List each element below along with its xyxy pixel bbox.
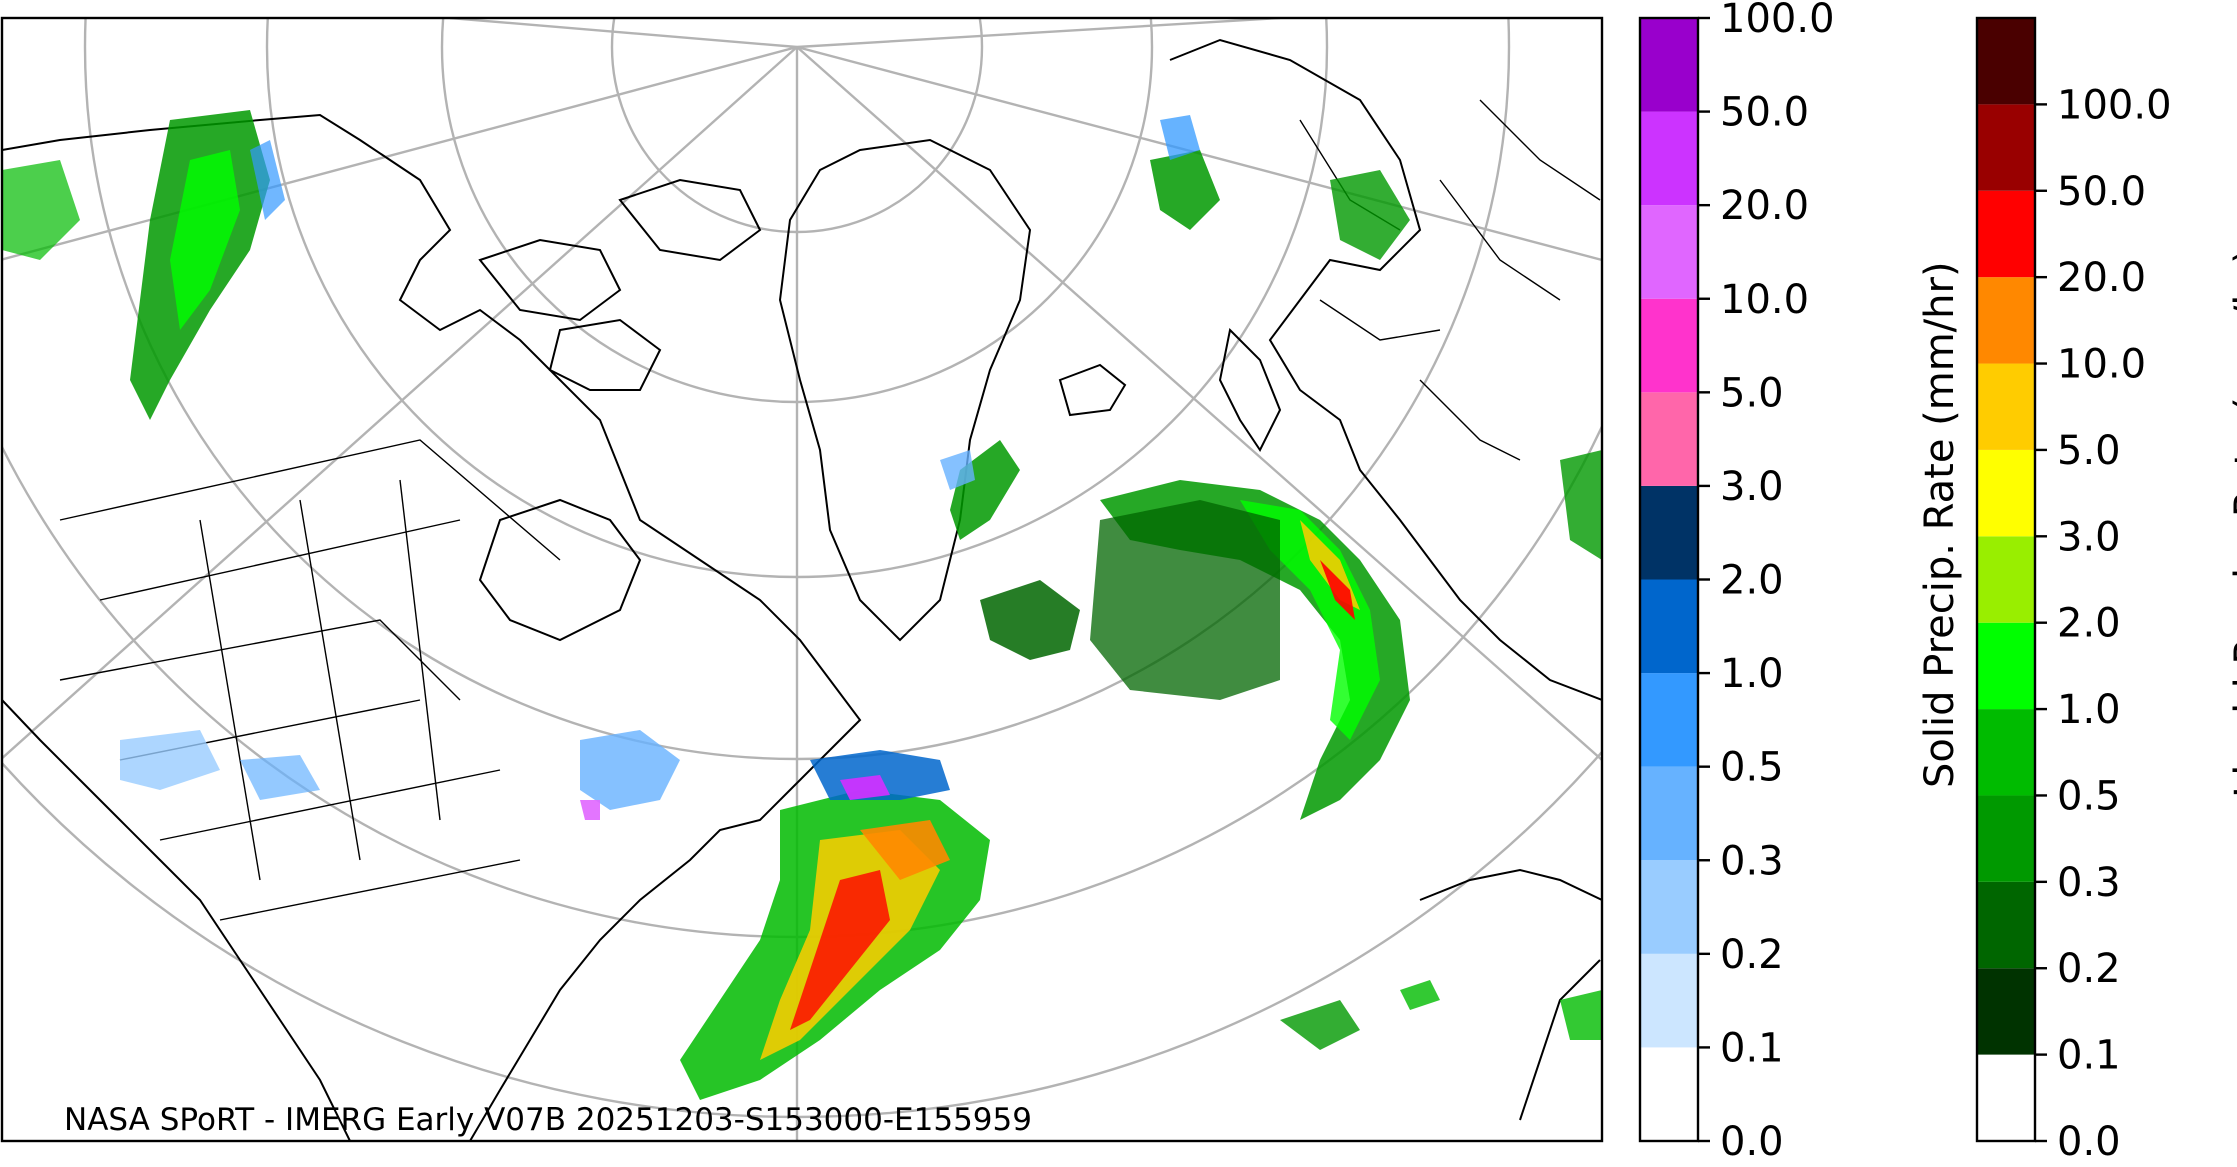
solid-colorbar-swatch-2: [1640, 860, 1698, 954]
solid-colorbar-tick-label-2: 0.2: [1720, 932, 1784, 978]
liquid-colorbar-tick-label-0: 0.0: [2057, 1119, 2121, 1165]
liquid-colorbar-swatch-3: [1977, 795, 2035, 882]
solid-colorbar-swatch-8: [1640, 298, 1698, 393]
solid-colorbar-swatch-1: [1640, 953, 1698, 1048]
liquid-colorbar-tick-label-6: 2.0: [2057, 601, 2121, 647]
liquid-colorbar-swatch-0: [1977, 1054, 2035, 1141]
solid-colorbar-tick-label-7: 3.0: [1720, 464, 1784, 510]
liquid-precip-colorbar: 0.0 0.1 0.2 0.3 0.5 1.0 2.0 3.0 5.0 10.0 20.0 50.0 1…: [1975, 16, 2172, 1165]
solid-colorbar-swatch-4: [1640, 673, 1698, 767]
solid-colorbar-tick-label-0: 0.0: [1720, 1119, 1784, 1165]
liquid-colorbar-tick-label-3: 0.3: [2057, 860, 2121, 906]
solid-colorbar-title: Solid Precip. Rate (mm/hr): [1917, 261, 1963, 788]
solid-colorbar-tick-label-5: 1.0: [1720, 651, 1784, 697]
liquid-colorbar-swatch-6: [1977, 536, 2035, 623]
credit-label: NASA SPoRT - IMERG Early V07B 20251203-S…: [64, 1102, 1032, 1138]
solid-colorbar-swatch-3: [1640, 766, 1698, 861]
solid-colorbar-swatch-9: [1640, 205, 1698, 299]
liquid-colorbar-tick-label-2: 0.2: [2057, 946, 2121, 992]
solid-colorbar-swatch-0: [1640, 1047, 1698, 1141]
solid-colorbar-swatch-5: [1640, 579, 1698, 674]
political-borders: [59, 99, 1601, 921]
liquid-colorbar-swatch-8: [1977, 363, 2035, 450]
solid-colorbar-tick-label-4: 0.5: [1720, 745, 1784, 791]
liquid-colorbar-swatch-11: [1977, 104, 2035, 191]
liquid-colorbar-swatch-9: [1977, 277, 2035, 364]
liquid-colorbar-swatch-12: [1977, 18, 2035, 105]
solid-precip-overlay: [120, 115, 1200, 820]
liquid-colorbar-tick-label-12: 100.0: [2057, 82, 2172, 128]
liquid-colorbar-tick-label-8: 5.0: [2057, 428, 2121, 474]
liquid-colorbar-tick-label-11: 50.0: [2057, 169, 2146, 215]
liquid-colorbar-swatch-5: [1977, 622, 2035, 710]
liquid-colorbar-swatch-1: [1977, 968, 2035, 1055]
solid-colorbar-tick-label-9: 10.0: [1720, 277, 1809, 323]
solid-colorbar-tick-label-8: 5.0: [1720, 370, 1784, 416]
map-frame: [0, 16, 1604, 1143]
solid-colorbar-tick-label-3: 0.3: [1720, 838, 1784, 884]
liquid-colorbar-tick-label-7: 3.0: [2057, 514, 2121, 560]
solid-colorbar-swatch-10: [1640, 111, 1698, 206]
coastlines: [2, 38, 1602, 1141]
liquid-colorbar-swatch-2: [1977, 881, 2035, 969]
liquid-colorbar-tick-label-5: 1.0: [2057, 687, 2121, 733]
liquid-colorbar-swatch-7: [1977, 449, 2035, 537]
liquid-precip-overlay: [2, 110, 1602, 1100]
liquid-colorbar-frame: [1975, 16, 2037, 1143]
liquid-colorbar-tick-label-9: 10.0: [2057, 342, 2146, 388]
solid-colorbar-tick-label-6: 2.0: [1720, 558, 1784, 604]
solid-colorbar-swatch-6: [1640, 485, 1698, 580]
liquid-colorbar-swatch-10: [1977, 190, 2035, 278]
solid-colorbar-tick-label-1: 0.1: [1720, 1025, 1784, 1071]
liquid-colorbar-tick-label-4: 0.5: [2057, 773, 2121, 819]
solid-colorbar-tick-label-11: 50.0: [1720, 90, 1809, 136]
solid-colorbar-swatch-7: [1640, 392, 1698, 486]
liquid-colorbar-tick-label-1: 0.1: [2057, 1033, 2121, 1079]
liquid-colorbar-tick-label-10: 20.0: [2057, 255, 2146, 301]
liquid-colorbar-title: Liquid Precip. Rate (mm/hr): [2227, 248, 2237, 798]
liquid-colorbar-swatch-4: [1977, 709, 2035, 796]
solid-colorbar-tick-label-12: 100.0: [1720, 0, 1835, 42]
solid-precip-colorbar: 0.0 0.1 0.2 0.3 0.5 1.0 2.0 3.0 5.0 10.0 20.0 50.0 1…: [1638, 0, 1835, 1165]
solid-colorbar-tick-label-10: 20.0: [1720, 183, 1809, 229]
precipitation-map: NASA SPoRT - IMERG Early V07B 20251203-S…: [0, 16, 1604, 1143]
solid-colorbar-swatch-11: [1640, 18, 1698, 112]
